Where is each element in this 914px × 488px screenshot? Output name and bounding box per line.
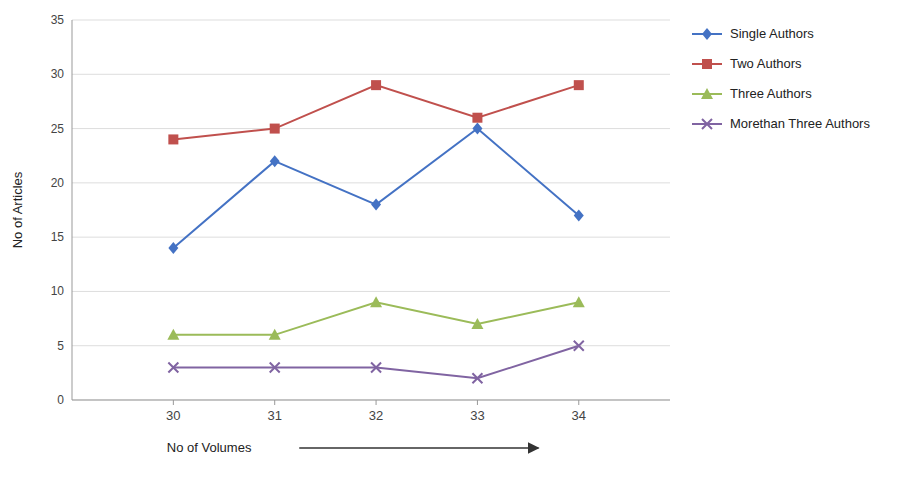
x-tick-label: 30 [166, 408, 180, 423]
grid [72, 20, 670, 400]
legend-label: Three Authors [730, 86, 812, 101]
x-tick [376, 400, 377, 405]
legend-marker [702, 28, 712, 40]
y-axis-line [72, 20, 73, 400]
chart-container: 0 5 10 15 20 25 30 35 30 31 32 33 34 No of Volumes No … [0, 0, 914, 488]
series [167, 296, 584, 340]
point-marker [370, 296, 382, 307]
point-marker [270, 362, 280, 372]
point-marker [269, 329, 281, 340]
point-marker [270, 124, 280, 134]
y-axis-label: No of Articles [10, 171, 25, 248]
series-line [173, 85, 578, 139]
grid-line [72, 291, 670, 292]
point-marker [168, 242, 178, 254]
x-axis-arrow [299, 447, 538, 449]
x-axis-label: No of Volumes [167, 440, 252, 455]
point-marker [471, 318, 483, 329]
point-marker [371, 199, 381, 211]
x-axis-line [72, 400, 670, 401]
series-line [173, 346, 578, 379]
legend: Single Authors Two Authors Three Authors Mo… [692, 26, 870, 131]
y-tick-label: 15 [51, 230, 65, 244]
x-tick-label: 32 [369, 408, 383, 423]
legend-marker [702, 119, 712, 129]
point-marker [472, 113, 482, 123]
y-tick-label: 5 [57, 339, 64, 353]
y-tick-label: 0 [57, 393, 64, 407]
point-marker [574, 209, 584, 221]
x-tick-label: 31 [267, 408, 281, 423]
point-marker [168, 134, 178, 144]
series-line [173, 129, 578, 248]
grid-line [72, 128, 670, 129]
point-marker [574, 80, 584, 90]
point-marker [371, 80, 381, 90]
y-tick-label: 10 [51, 284, 65, 298]
legend-label: Single Authors [730, 26, 814, 41]
y-tick-label: 20 [51, 176, 65, 190]
grid-line [72, 237, 670, 238]
legend-marker [701, 88, 713, 99]
grid-line [72, 400, 670, 401]
series [168, 123, 583, 254]
y-tick-label: 35 [51, 13, 65, 27]
plot-data [167, 80, 584, 383]
x-tick-label: 34 [572, 408, 586, 423]
legend-label: Morethan Three Authors [730, 116, 870, 131]
legend-label: Two Authors [730, 56, 802, 71]
point-marker [472, 123, 482, 135]
grid-line [72, 20, 670, 21]
point-marker [472, 373, 482, 383]
point-marker [168, 362, 178, 372]
x-tick-label: 33 [470, 408, 484, 423]
y-tick-label: 30 [51, 67, 65, 81]
x-tick [578, 400, 579, 405]
point-marker [573, 296, 585, 307]
x-tick [173, 400, 174, 405]
x-tick [477, 400, 478, 405]
point-marker [371, 362, 381, 372]
point-marker [270, 155, 280, 167]
point-marker [167, 329, 179, 340]
series [168, 341, 583, 384]
chart: 0 5 10 15 20 25 30 35 30 31 32 33 34 No of Volumes No … [0, 0, 914, 488]
x-tick [274, 400, 275, 405]
series [168, 80, 583, 144]
point-marker [574, 341, 584, 351]
grid-line [72, 182, 670, 183]
grid-line [72, 74, 670, 75]
y-tick-label: 25 [51, 122, 65, 136]
legend-marker [702, 59, 712, 69]
